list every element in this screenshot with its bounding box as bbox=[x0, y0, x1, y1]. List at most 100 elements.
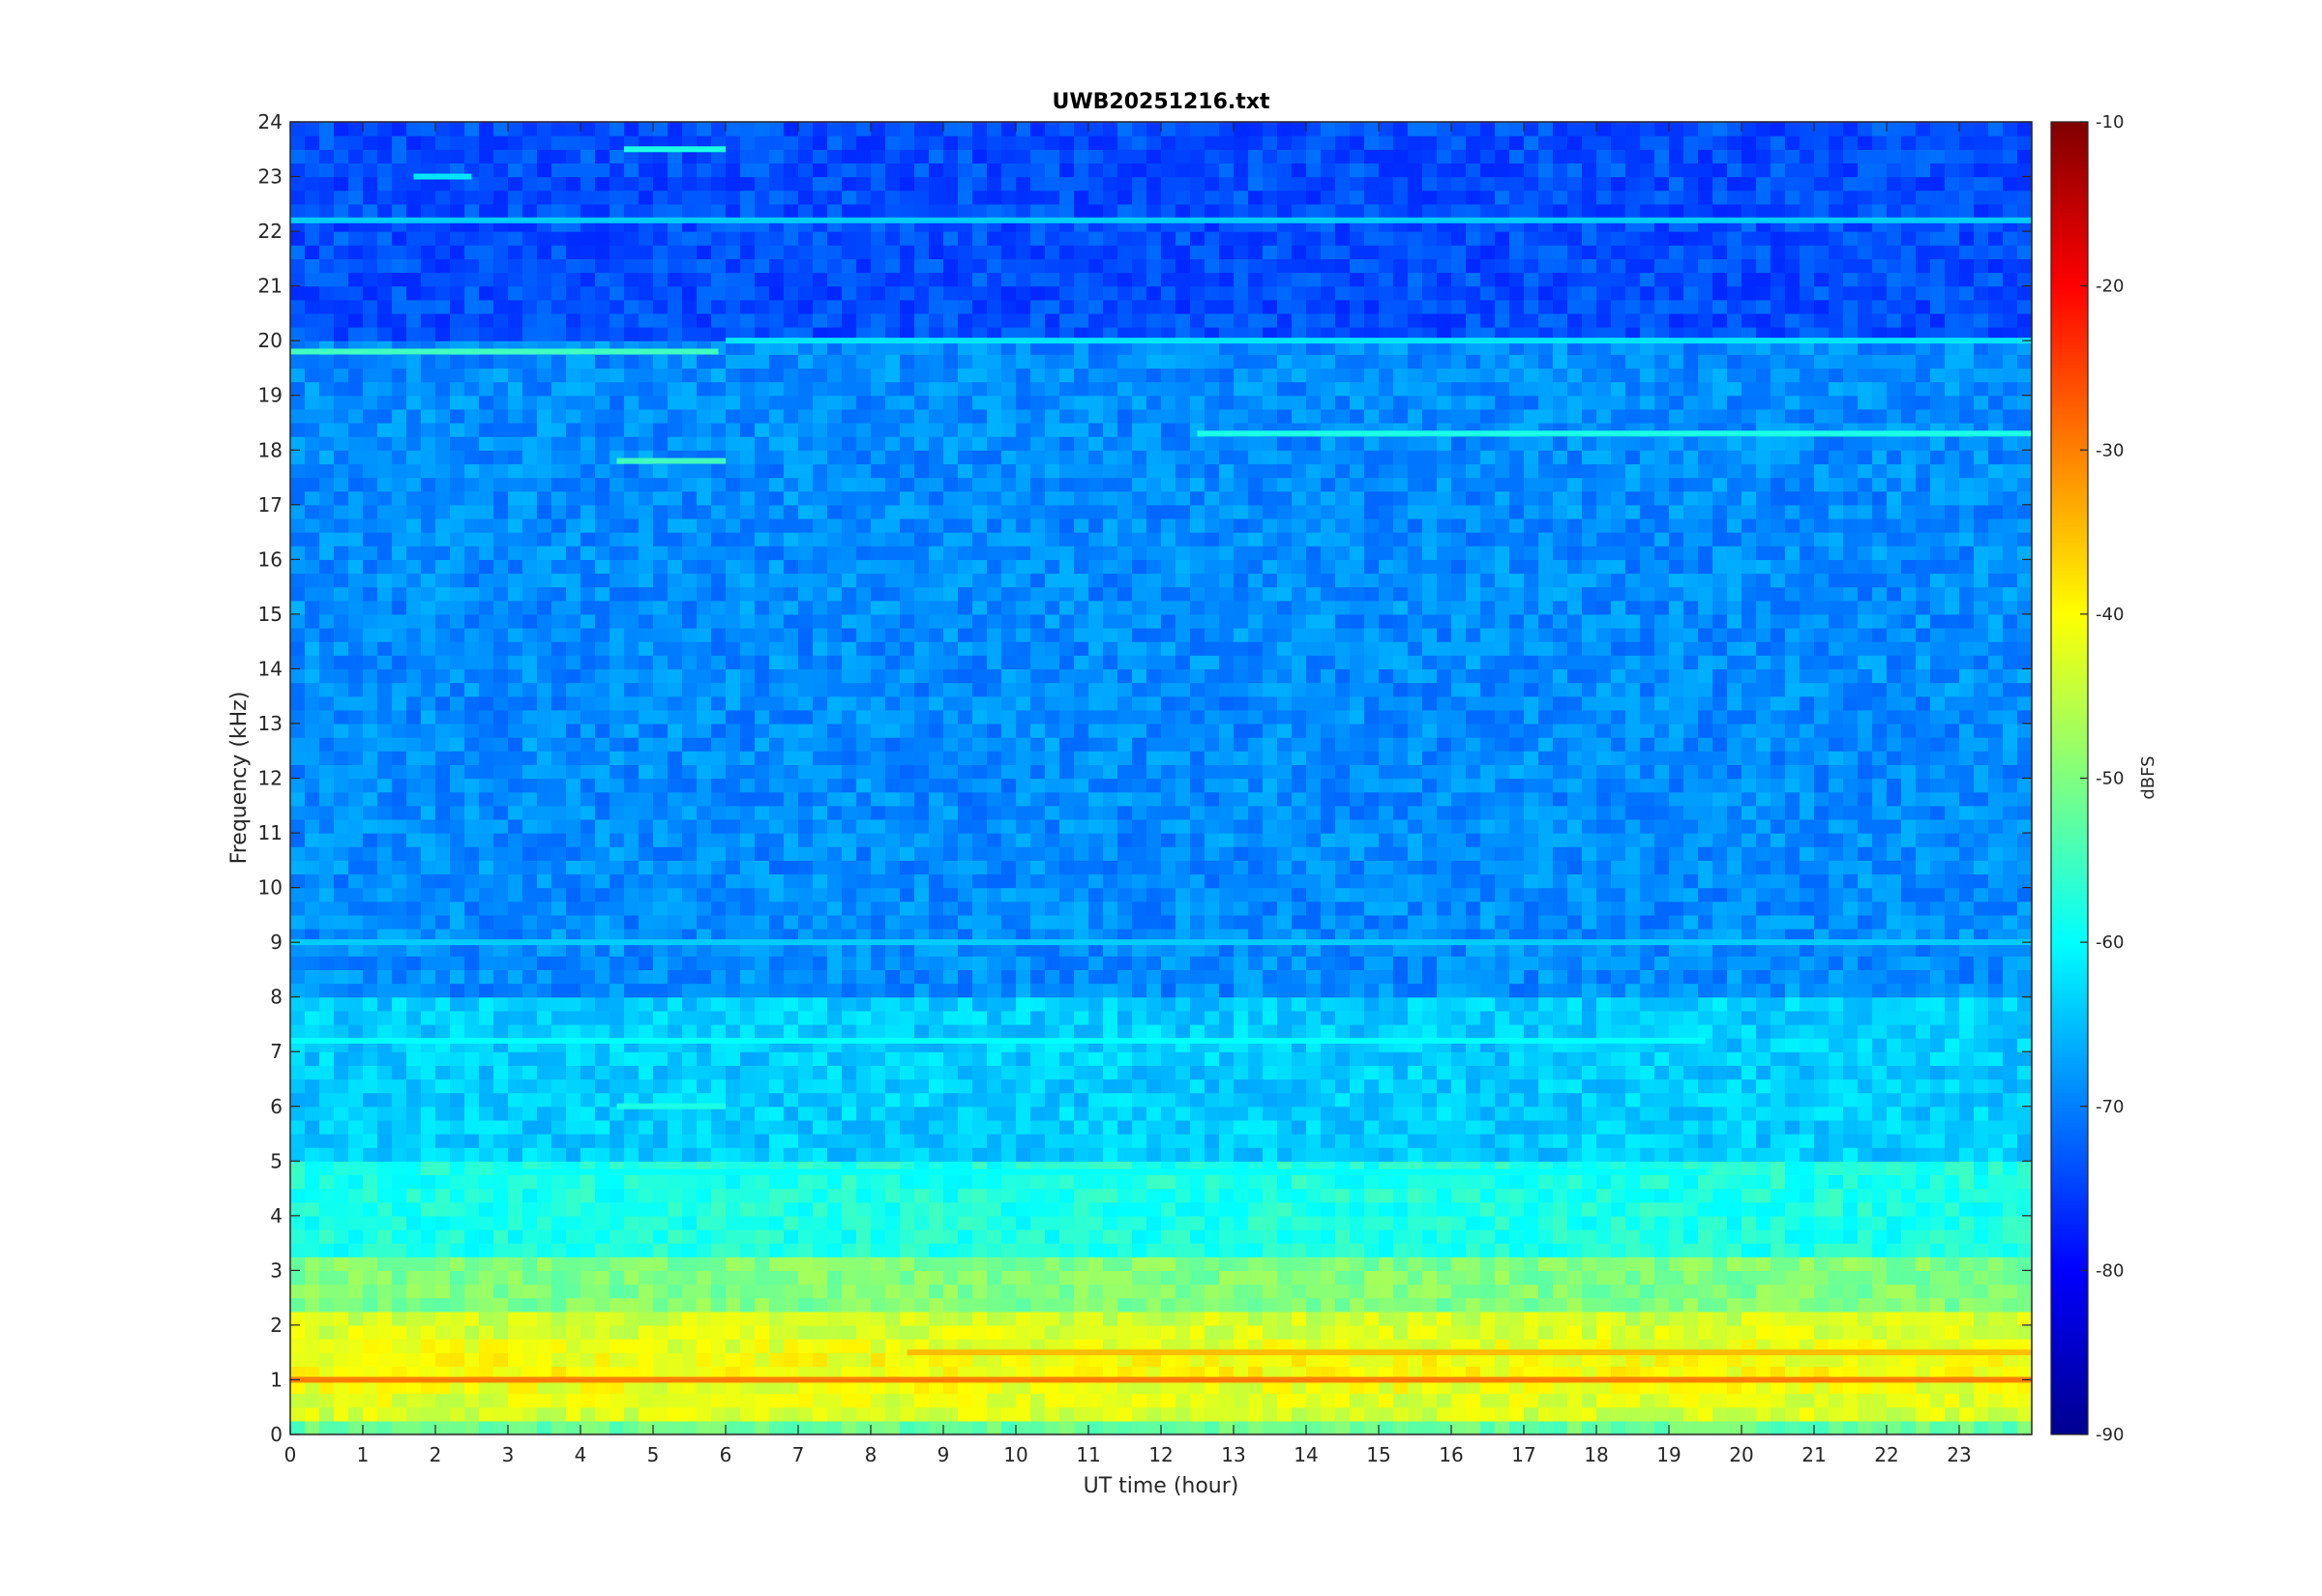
heat-cell bbox=[1219, 1092, 1235, 1108]
heat-cell bbox=[1988, 956, 2004, 970]
heat-cell bbox=[813, 1311, 828, 1326]
heat-cell bbox=[1785, 1119, 1801, 1135]
heat-cell bbox=[1771, 1023, 1786, 1039]
heat-cell bbox=[1379, 1134, 1394, 1148]
heat-cell bbox=[1654, 1119, 1670, 1135]
heat-cell bbox=[406, 1106, 422, 1121]
heat-cell bbox=[798, 1065, 814, 1080]
heat-cell bbox=[1872, 1379, 1888, 1395]
heat-cell bbox=[798, 983, 814, 998]
heat-cell bbox=[798, 1051, 814, 1066]
heat-cell bbox=[305, 1406, 320, 1422]
heat-cell bbox=[639, 956, 654, 970]
heat-cell bbox=[856, 928, 872, 943]
heat-cell bbox=[1814, 1243, 1830, 1257]
heat-cell bbox=[668, 1243, 683, 1257]
heat-cell bbox=[493, 887, 509, 902]
heat-cell bbox=[1843, 942, 1859, 957]
heat-cell bbox=[1553, 1188, 1568, 1203]
heat-cell bbox=[1001, 1256, 1017, 1271]
heat-cell bbox=[1712, 1201, 1728, 1217]
heat-cell bbox=[1959, 1393, 1975, 1408]
heat-cell bbox=[1611, 1010, 1626, 1025]
heat-cell bbox=[639, 1297, 654, 1313]
heat-cell bbox=[1350, 996, 1365, 1012]
heat-cell bbox=[726, 1147, 741, 1162]
heat-cell bbox=[1451, 1339, 1467, 1353]
heat-cell bbox=[1829, 956, 1844, 970]
heat-cell bbox=[1437, 983, 1452, 998]
heat-cell bbox=[1945, 873, 1960, 889]
heat-cell bbox=[697, 1092, 712, 1108]
heat-cell bbox=[1393, 1420, 1409, 1435]
heat-cell bbox=[1045, 1352, 1060, 1367]
heat-cell bbox=[726, 1243, 741, 1257]
heat-cell bbox=[1988, 1065, 2004, 1080]
heat-cell bbox=[711, 1297, 727, 1313]
heat-cell bbox=[929, 860, 944, 875]
heat-cell bbox=[479, 1270, 494, 1286]
heat-cell bbox=[1553, 873, 1568, 889]
heat-cell bbox=[726, 1119, 741, 1135]
heat-cell bbox=[1582, 1420, 1597, 1435]
heat-cell bbox=[1930, 1010, 1946, 1025]
heat-cell bbox=[1771, 1256, 1786, 1271]
heat-cell bbox=[972, 969, 988, 985]
heat-cell bbox=[1248, 1023, 1264, 1039]
heat-cell bbox=[537, 1243, 552, 1257]
heat-cell bbox=[1742, 1147, 1757, 1162]
heat-cell bbox=[1625, 956, 1641, 970]
heat-cell bbox=[1698, 901, 1713, 916]
heat-cell bbox=[1916, 1379, 1931, 1395]
heat-cell bbox=[479, 928, 494, 943]
heat-cell bbox=[1480, 942, 1496, 957]
heat-cell bbox=[319, 996, 335, 1012]
heat-cell bbox=[1843, 1366, 1859, 1381]
heat-cell bbox=[1117, 1201, 1133, 1217]
heat-cell bbox=[1988, 1270, 2004, 1286]
heat-cell bbox=[1466, 1270, 1481, 1286]
heat-cell bbox=[348, 942, 364, 957]
heat-cell bbox=[1611, 1366, 1626, 1381]
heat-cell bbox=[1263, 1201, 1278, 1217]
heat-cell bbox=[769, 1393, 785, 1408]
heat-cell bbox=[1930, 887, 1946, 902]
heat-cell bbox=[682, 901, 698, 916]
heat-cell bbox=[1364, 1406, 1380, 1422]
heat-cell bbox=[363, 1406, 378, 1422]
heat-cell bbox=[421, 1311, 436, 1326]
heat-cell bbox=[1176, 1106, 1191, 1121]
heat-cell bbox=[856, 1215, 872, 1230]
heat-cell bbox=[624, 1256, 640, 1271]
heat-cell bbox=[1712, 983, 1728, 998]
heat-cell bbox=[653, 1324, 669, 1340]
heat-cell bbox=[624, 1134, 640, 1148]
heat-cell bbox=[827, 1256, 843, 1271]
heat-cell bbox=[769, 1297, 785, 1313]
heat-cell bbox=[1074, 1256, 1089, 1271]
heat-cell bbox=[958, 1339, 973, 1353]
heat-cell bbox=[1103, 1311, 1118, 1326]
heat-cell bbox=[1698, 1297, 1713, 1313]
heat-cell bbox=[1117, 887, 1133, 902]
heat-cell bbox=[1712, 1147, 1728, 1162]
heat-cell bbox=[885, 1174, 901, 1190]
heat-cell bbox=[305, 1270, 320, 1286]
heat-cell bbox=[1974, 942, 1989, 957]
heat-cell bbox=[1451, 1366, 1467, 1381]
heat-cell bbox=[1045, 1023, 1060, 1039]
heat-cell bbox=[493, 1393, 509, 1408]
heat-cell bbox=[1321, 873, 1336, 889]
heat-cell bbox=[958, 1393, 973, 1408]
heat-cell bbox=[1669, 1215, 1684, 1230]
heat-cell bbox=[508, 1106, 523, 1121]
heat-cell bbox=[610, 1051, 625, 1066]
heat-cell bbox=[972, 1366, 988, 1381]
heat-cell bbox=[1698, 1119, 1713, 1135]
heat-cell bbox=[1611, 942, 1626, 957]
heat-cell bbox=[1887, 1201, 1902, 1217]
heat-cell bbox=[1495, 1228, 1510, 1244]
heat-cell bbox=[1916, 1366, 1931, 1381]
heat-cell bbox=[522, 1215, 538, 1230]
heat-cell bbox=[1553, 1366, 1568, 1381]
